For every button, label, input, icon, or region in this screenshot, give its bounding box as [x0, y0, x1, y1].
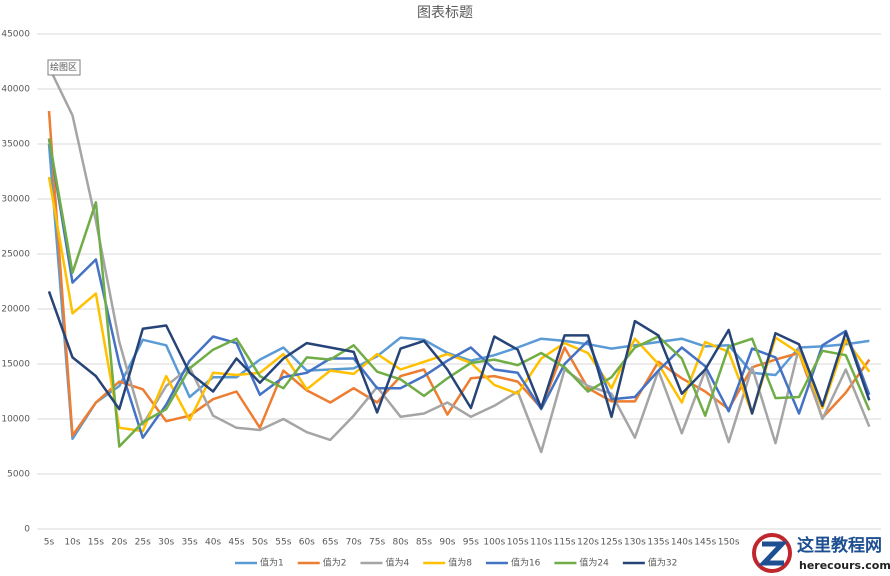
x-tick-label: 35s	[182, 538, 198, 548]
x-tick-label: 130s	[624, 538, 646, 548]
x-tick-label: 85s	[416, 538, 432, 548]
x-tick-label: 125s	[601, 538, 623, 548]
y-tick-label: 35000	[1, 140, 30, 150]
x-tick-label: 5s	[44, 538, 55, 548]
x-tick-label: 100s	[483, 538, 505, 548]
x-tick-label: 90s	[439, 538, 455, 548]
legend-label: 值为4	[385, 557, 409, 569]
x-tick-label: 75s	[369, 538, 385, 548]
legend-label: 值为24	[579, 557, 609, 569]
x-tick-label: 10s	[64, 538, 80, 548]
watermark-title: 这里教程网	[797, 535, 882, 556]
watermark-icon-z	[758, 541, 788, 566]
x-tick-label: 120s	[577, 538, 599, 548]
series-line	[47, 138, 871, 439]
x-tick-label: 45s	[228, 538, 244, 548]
y-tick-label: 45000	[1, 30, 30, 40]
annotation-box	[47, 59, 81, 76]
x-tick-label: 150s	[718, 538, 740, 548]
series-line	[47, 290, 871, 419]
y-tick-label: 30000	[1, 195, 30, 205]
x-tick-label: 65s	[322, 538, 338, 548]
x-tick-label: 50s	[252, 538, 268, 548]
legend-label: 值为32	[648, 557, 677, 569]
x-tick-label: 40s	[205, 538, 221, 548]
series-line	[47, 176, 871, 433]
x-tick-label: 135s	[647, 538, 669, 548]
x-tick-label: 145s	[694, 538, 716, 548]
x-tick-label: 140s	[671, 538, 693, 548]
watermark-url: herecours.com	[799, 559, 890, 572]
x-tick-label: 115s	[554, 538, 576, 548]
legend-label: 值为16	[511, 557, 541, 569]
y-tick-label: 10000	[1, 415, 30, 425]
y-tick-label: 0	[24, 525, 30, 535]
legend-label: 值为2	[323, 557, 347, 569]
x-tick-label: 95s	[463, 538, 479, 548]
y-tick-label: 25000	[1, 250, 30, 260]
y-tick-label: 20000	[1, 305, 30, 315]
series-line	[47, 143, 870, 441]
watermark-icon	[752, 533, 792, 573]
x-tick-label: 30s	[158, 538, 174, 548]
y-tick-label: 40000	[1, 85, 30, 95]
x-tick-label: 25s	[135, 538, 151, 548]
y-tick-label: 15000	[1, 360, 30, 370]
x-tick-label: 15s	[88, 538, 104, 548]
x-tick-label: 110s	[530, 538, 552, 548]
legend-label: 值为1	[260, 557, 284, 569]
annotation: 绘图区	[50, 61, 77, 73]
legend-label: 值为8	[448, 557, 472, 569]
y-tick-label: 5000	[7, 470, 30, 480]
x-tick-label: 80s	[392, 538, 408, 548]
chart-title: 图表标题	[417, 5, 473, 21]
x-tick-label: 105s	[507, 538, 529, 548]
x-tick-label: 20s	[111, 538, 127, 548]
x-tick-label: 60s	[299, 538, 315, 548]
x-tick-label: 70s	[346, 538, 362, 548]
x-tick-label: 55s	[275, 538, 291, 548]
